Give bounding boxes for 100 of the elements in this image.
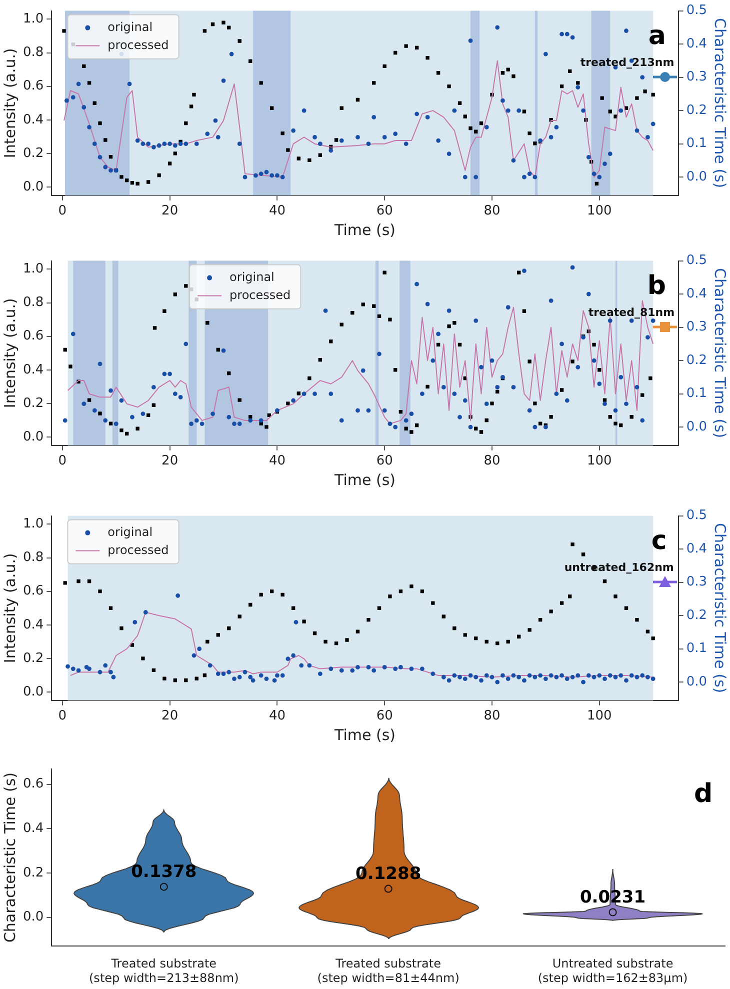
point [160,882,168,891]
point [270,589,274,594]
legend-label: original [108,524,153,539]
y-axis-title: Intensity (a.u.) [0,298,19,408]
y-tick-label: 0.2 [22,650,44,666]
x-tick-label: Treated substrate (step width=81±44nm) [317,956,460,985]
point [216,633,220,637]
point [388,594,392,598]
annotation: d [694,778,713,809]
y-tick-label: 0.6 [22,776,44,792]
point [608,908,617,916]
y2-tick-label: 0.4 [686,286,708,302]
y-tick-label: 0.0 [22,684,44,700]
x-axis-title: Time (s) [334,470,396,489]
x-tick-label: 80 [484,204,500,219]
point [206,640,210,644]
y-tick-label: 0.4 [22,617,44,632]
x-axis-title: Time (s) [334,220,396,239]
y2-axis-title: Characteristic Time (s) [711,523,730,694]
point [76,579,80,584]
annotation: a [648,20,666,51]
point [420,589,424,594]
y-tick-label: 0.0 [22,910,44,925]
y-tick-label: 0.6 [22,78,44,94]
y-tick-label: 0.2 [22,396,44,411]
point [184,678,188,682]
point [87,579,92,584]
point [410,584,414,588]
x-tick-label: 100 [586,708,612,724]
y2-tick-label: 0.0 [686,169,708,184]
x-axis-title: Time (s) [334,726,396,744]
point [356,630,360,634]
y2-tick-label: 0.3 [686,320,708,335]
x-tick-label: 60 [376,708,393,724]
y2-tick-label: 0.5 [686,3,708,18]
x-tick-label: 20 [162,708,178,724]
y-tick-label: 0.2 [22,146,44,161]
point [646,630,650,634]
x-tick-label: 40 [268,708,286,724]
y-tick-label: 0.2 [22,865,44,880]
annotation: untreated_162nm [564,560,674,574]
y2-tick-label: 0.4 [686,36,708,52]
point [651,636,655,640]
point [624,606,628,610]
point [570,542,574,546]
y2-tick-label: 0.5 [686,508,708,524]
point [384,884,392,893]
x-tick-label: 60 [376,454,393,469]
point [398,589,403,594]
x-tick-label: 100 [586,454,612,469]
x-tick-label: 100 [586,204,612,219]
y2-tick-label: 0.0 [686,419,708,434]
point [291,606,296,610]
y2-tick-label: 0.3 [686,574,708,590]
y2-axis-title: Characteristic Time (s) [711,268,730,438]
x-tick-label: 80 [484,708,500,724]
y-tick-label: 0.6 [22,584,44,599]
y-tick-label: 0.8 [22,550,44,566]
y2-tick-label: 0.1 [686,386,708,402]
y-tick-label: 0.0 [22,429,44,444]
point [162,676,166,680]
point [324,640,328,644]
x-tick-label: 20 [162,204,178,219]
x-tick-label: 40 [268,454,286,469]
point [474,636,478,640]
y-tick-label: 1.0 [22,262,44,277]
point [98,589,102,594]
point [238,614,242,618]
point [568,594,572,598]
point [452,626,456,630]
y-tick-label: 0.0 [22,179,44,194]
point [173,678,178,682]
x-tick-label: 0 [58,708,67,724]
point [259,592,263,597]
point [549,610,553,614]
point [463,633,467,637]
y2-tick-label: 0.1 [686,136,708,152]
point [280,592,284,597]
point [366,618,370,622]
legend-label: processed [108,38,169,52]
point [63,581,67,585]
point [635,618,639,622]
x-tick-label: 0 [58,204,67,219]
annotation: b [647,270,666,301]
point [517,634,521,638]
y-tick-label: 0.4 [22,362,44,378]
point [377,606,382,610]
point [302,620,306,624]
y2-tick-label: 0.2 [686,352,708,368]
point [614,594,618,598]
point [108,606,113,610]
y-tick-label: 0.6 [22,328,44,344]
point [152,668,156,672]
annotation: treated_213nm [580,56,674,69]
y2-tick-label: 0.4 [686,541,708,556]
y2-axis-title: Characteristic Time (s) [711,18,730,188]
legend-label: processed [230,288,291,302]
x-tick-label: 60 [376,204,393,219]
data-label: 0.1378 [131,862,197,882]
x-tick-label: 40 [268,204,286,219]
